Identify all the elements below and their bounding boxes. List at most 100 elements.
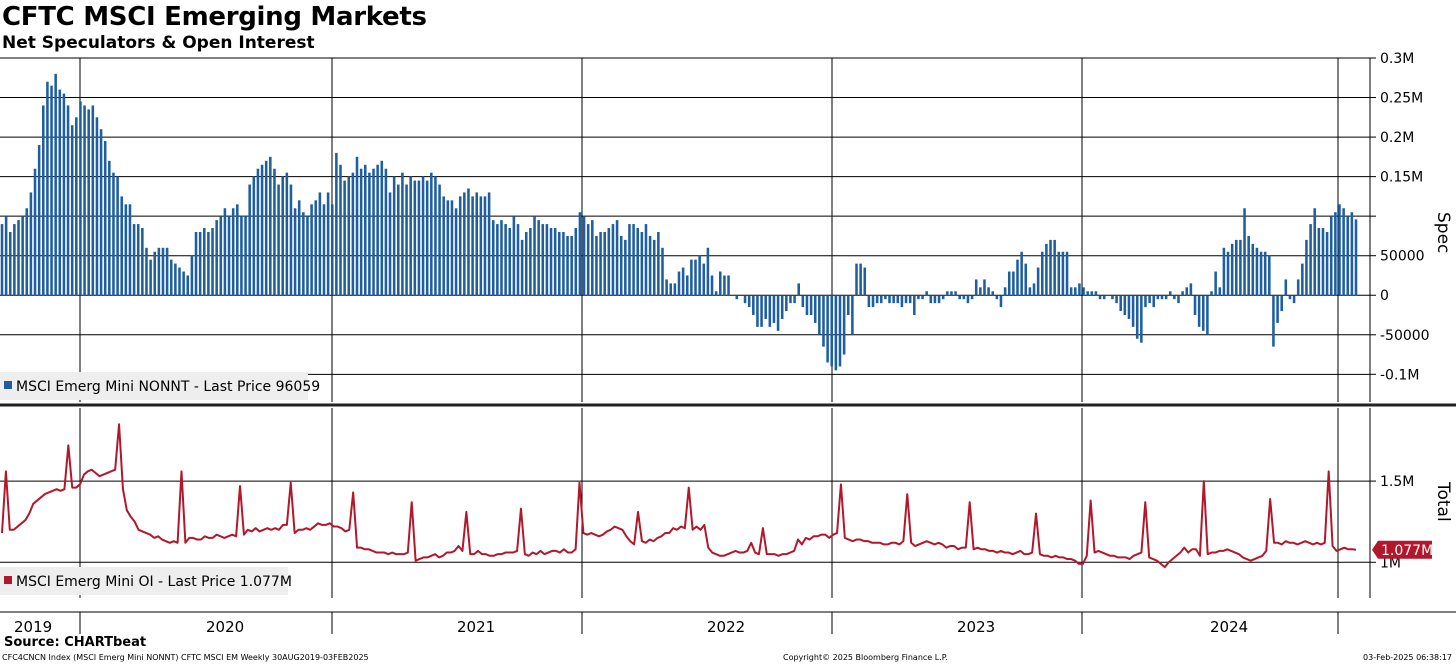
spec-bar — [999, 295, 1003, 308]
spec-bar — [747, 295, 751, 308]
spec-bar — [157, 247, 161, 296]
spec-bar — [483, 196, 487, 296]
spec-bar — [1346, 216, 1350, 296]
spec-bar — [640, 231, 644, 296]
spec-bar — [690, 259, 693, 296]
spec-bar — [541, 224, 545, 296]
spec-bar — [79, 101, 82, 296]
spec-bar — [425, 180, 429, 296]
spec-bar — [822, 295, 825, 347]
spec-bar — [764, 295, 767, 319]
spec-bar — [240, 216, 243, 296]
spec-bar — [1185, 287, 1189, 296]
spec-bar — [1235, 239, 1238, 296]
spec-bar — [454, 208, 458, 296]
spec-bar — [318, 192, 322, 296]
spec-tick-label-3: 0.15M — [1380, 170, 1423, 186]
spec-bar — [636, 228, 639, 296]
spec-bar — [735, 295, 739, 300]
spec-bar — [677, 271, 681, 296]
spec-bar — [458, 196, 462, 296]
spec-bar — [921, 295, 924, 300]
spec-bar — [892, 295, 895, 304]
spec-bar — [582, 216, 586, 296]
spec-bar — [1206, 295, 1209, 335]
spec-bar — [496, 224, 499, 296]
oi-last-value-badge-bg — [1372, 540, 1432, 559]
spec-bar — [1053, 239, 1056, 296]
spec-bar — [446, 200, 450, 296]
spec-bar — [908, 295, 912, 304]
spec-bar — [591, 220, 594, 296]
spec-bar — [277, 184, 280, 296]
spec-bar — [421, 176, 425, 296]
spec-bar — [211, 228, 214, 296]
footer-timestamp: 03-Feb-2025 06:38:17 — [1363, 653, 1452, 662]
spec-bar — [1317, 228, 1321, 296]
spec-bar — [619, 235, 623, 296]
spec-bar — [549, 228, 553, 296]
spec-bar — [128, 204, 132, 296]
spec-bar — [838, 295, 842, 367]
spec-bar — [302, 212, 305, 296]
spec-bar — [946, 291, 949, 296]
spec-bar — [1152, 295, 1156, 308]
spec-bar — [355, 156, 359, 296]
spec-bar — [516, 224, 520, 296]
spec-bar — [363, 164, 367, 296]
spec-bar — [1020, 251, 1023, 296]
spec-bar — [70, 125, 74, 296]
spec-bar — [1057, 251, 1061, 296]
spec-bar — [1342, 208, 1345, 296]
spec-bar — [219, 216, 223, 296]
spec-bar — [826, 295, 829, 363]
spec-bar — [1007, 271, 1011, 296]
spec-bar — [723, 275, 726, 296]
oi-last-value-badge: 1.077M — [1372, 540, 1433, 559]
spec-bar — [628, 224, 631, 296]
spec-bar — [644, 224, 648, 296]
spec-bar — [929, 295, 933, 304]
spec-bar — [533, 216, 536, 296]
spec-bar — [289, 184, 293, 296]
spec-bar — [731, 295, 734, 296]
spec-bar — [524, 231, 528, 296]
spec-bar — [1065, 251, 1069, 296]
x-tick-label-2024: 2024 — [1210, 618, 1248, 636]
spec-axis-title: Spec — [1433, 212, 1453, 253]
spec-bar — [974, 279, 978, 296]
spec-bar — [310, 204, 313, 296]
spec-bar — [103, 141, 107, 296]
spec-legend-swatch — [4, 381, 12, 389]
spec-bar — [442, 196, 445, 296]
spec-bar — [657, 231, 660, 296]
source-note: Source: CHARTbeat — [4, 635, 147, 650]
spec-bar — [669, 283, 673, 296]
spec-bar — [1284, 279, 1288, 296]
spec-bar — [397, 184, 400, 296]
oi-line — [1, 423, 1357, 569]
spec-bar — [719, 271, 722, 296]
spec-bar — [244, 216, 247, 296]
spec-bar — [1301, 263, 1304, 296]
spec-bar — [871, 295, 875, 308]
spec-bar — [368, 172, 371, 296]
spec-bar — [537, 220, 540, 296]
spec-bar — [867, 295, 871, 308]
spec-tick-label-8: -0.1M — [1380, 367, 1419, 383]
spec-bar — [405, 184, 408, 296]
spec-bar — [809, 295, 813, 316]
spec-bar — [145, 247, 148, 296]
spec-bar — [1090, 291, 1094, 296]
spec-bar — [231, 208, 235, 296]
x-tick-label-2023: 2023 — [957, 618, 995, 636]
spec-bar — [1181, 291, 1184, 296]
spec-bar — [306, 216, 309, 296]
spec-bar — [430, 172, 433, 296]
spec-bar — [4, 216, 8, 296]
spec-bar — [1280, 295, 1283, 312]
spec-bar — [801, 295, 805, 308]
spec-bar — [293, 208, 297, 296]
spec-bar — [979, 287, 982, 296]
